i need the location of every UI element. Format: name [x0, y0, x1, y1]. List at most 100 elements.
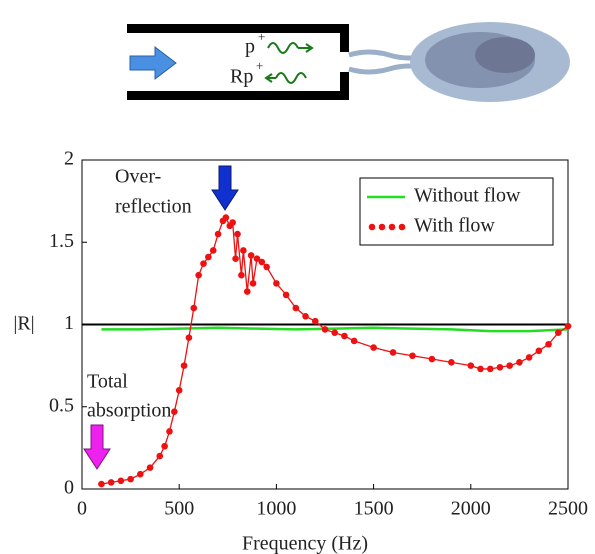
data-point	[409, 352, 416, 360]
y-tick-label: 0	[64, 477, 74, 499]
annotation: Over-	[115, 166, 161, 188]
data-point	[222, 214, 230, 221]
data-point	[302, 312, 309, 320]
y-tick-label: 1.5	[49, 230, 74, 252]
data-point	[240, 247, 247, 254]
data-point	[545, 340, 552, 348]
data-point	[200, 260, 207, 267]
data-point	[229, 219, 236, 226]
incident-wave	[267, 42, 314, 54]
data-point	[506, 362, 513, 369]
y-tick-label: 2	[64, 148, 74, 170]
jet-plume	[348, 22, 570, 102]
data-point	[350, 337, 358, 345]
data-point	[232, 255, 239, 262]
data-point	[311, 317, 319, 325]
data-point	[331, 329, 339, 337]
legend-marker	[388, 223, 396, 231]
absorption-arrow	[83, 424, 111, 470]
x-tick-label: 0	[77, 498, 87, 520]
legend-marker	[368, 223, 376, 231]
series-line	[101, 216, 569, 485]
wave-label-sup: +	[256, 58, 263, 73]
legend-marker	[398, 223, 406, 231]
over-reflection-arrow	[211, 165, 239, 211]
data-point	[98, 480, 105, 488]
data-point	[564, 322, 572, 330]
data-point	[117, 477, 125, 485]
y-tick-label: 0.5	[49, 394, 74, 416]
wave-label: p	[245, 36, 255, 58]
data-point	[180, 362, 188, 369]
x-tick-label: 2500	[548, 498, 588, 520]
data-point	[161, 442, 168, 450]
tube-wall	[127, 24, 345, 33]
data-point	[185, 334, 193, 341]
data-point	[171, 408, 178, 415]
wave-label-sup: +	[258, 29, 265, 44]
data-point	[253, 255, 261, 262]
y-axis-label: |R|	[13, 313, 34, 335]
data-point	[243, 288, 251, 295]
data-point	[238, 271, 245, 279]
data-point	[341, 332, 348, 340]
data-point	[234, 230, 241, 238]
data-point	[247, 252, 255, 259]
data-point	[258, 258, 266, 266]
x-tick-label: 1000	[256, 498, 296, 520]
y-tick-label: 1	[64, 312, 74, 334]
legend-label: With flow	[414, 215, 495, 237]
data-point	[554, 329, 562, 337]
data-point	[486, 365, 494, 373]
plot-area	[81, 159, 572, 490]
annotation: absorption	[87, 400, 171, 422]
legend-label: Without flow	[414, 185, 521, 207]
x-axis-label: Frequency (Hz)	[242, 533, 368, 554]
data-point	[137, 470, 144, 478]
tube-end	[340, 72, 349, 100]
data-point	[175, 387, 183, 394]
data-point	[321, 326, 329, 333]
data-point	[496, 363, 504, 371]
legend-marker	[378, 223, 386, 231]
wave-label: Rp	[230, 66, 253, 88]
x-tick-label: 500	[164, 498, 194, 520]
data-point	[209, 247, 217, 254]
data-point	[282, 291, 290, 299]
reflected-wave	[264, 72, 307, 84]
data-point	[428, 355, 436, 363]
data-point	[516, 359, 523, 366]
x-tick-label: 2000	[451, 498, 491, 520]
data-point	[389, 349, 397, 356]
data-point	[146, 464, 154, 471]
data-point	[214, 230, 222, 238]
data-point	[195, 271, 202, 279]
data-point	[370, 344, 377, 351]
data-point	[292, 304, 300, 312]
annotation: reflection	[115, 196, 192, 218]
data-point	[448, 359, 455, 366]
data-point	[525, 354, 533, 361]
x-tick-label: 1500	[354, 498, 394, 520]
data-point	[156, 452, 164, 460]
data-point	[190, 304, 198, 312]
tube-wall	[127, 91, 345, 100]
data-point	[467, 362, 475, 369]
data-point	[263, 263, 270, 271]
schematic: p + Rp +	[127, 22, 570, 102]
data-point	[166, 428, 173, 435]
legend	[359, 177, 554, 246]
data-point	[273, 280, 280, 287]
data-point	[107, 479, 115, 486]
flow-arrow	[129, 45, 177, 81]
series-line	[101, 326, 569, 333]
data-point	[127, 475, 134, 483]
data-point	[205, 253, 212, 261]
data-point	[249, 280, 257, 287]
data-point	[477, 365, 484, 373]
annotation: Total	[87, 371, 128, 393]
data-point	[535, 347, 543, 355]
tube-end	[340, 24, 349, 52]
